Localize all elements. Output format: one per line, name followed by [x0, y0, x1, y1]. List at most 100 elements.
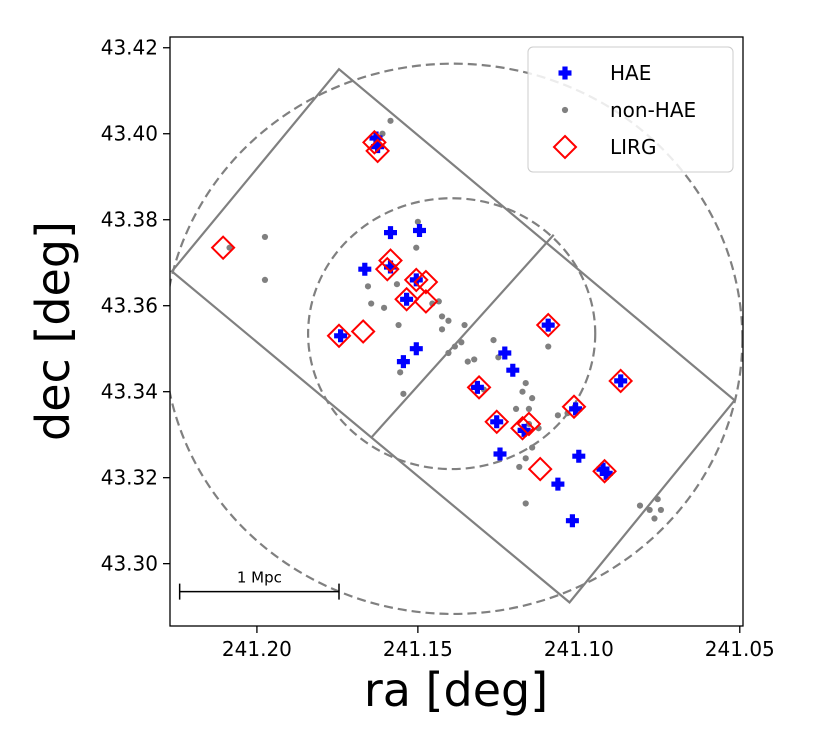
non-hae-point: [516, 463, 523, 471]
non-hae-point: [438, 326, 446, 333]
legend-label-non-hae: non-HAE: [610, 98, 696, 122]
lirg-point: [374, 256, 400, 282]
lirg-point: [403, 267, 429, 293]
hae-point: [358, 262, 372, 276]
hae-point: [396, 355, 410, 369]
y-tick-label: 43.38: [101, 208, 158, 232]
hae-point: [569, 402, 583, 416]
non-hae-point: [364, 283, 372, 290]
non-hae-point: [522, 379, 529, 387]
hae-point: [565, 514, 579, 528]
non-hae-point: [458, 339, 465, 346]
hae-point: [551, 477, 565, 491]
y-tick-label: 43.32: [101, 466, 158, 490]
hae-point: [409, 342, 423, 356]
non-hae-point: [529, 444, 536, 451]
legend-label-lirg: LIRG: [610, 135, 656, 159]
scale-bar-label: 1 Mpc: [237, 569, 282, 587]
hae-point: [384, 226, 397, 240]
hae-point: [384, 260, 397, 274]
hae-point: [493, 447, 507, 461]
hae-point: [599, 466, 613, 480]
non-hae-point: [397, 369, 404, 376]
non-hae-point: [464, 358, 471, 365]
non-hae-point: [387, 117, 394, 124]
non-hae-point: [651, 515, 658, 522]
lirg-point: [535, 312, 561, 338]
y-tick-label: 43.42: [101, 36, 158, 60]
non-hae-point: [226, 244, 233, 251]
non-hae-point: [413, 244, 420, 251]
hae-point: [413, 224, 426, 237]
scale-bar: 1 Mpc: [178, 569, 340, 600]
lirg-point: [561, 394, 587, 420]
lirg-point: [413, 288, 439, 314]
non-hae-point: [393, 281, 401, 288]
lirg-point: [210, 235, 236, 261]
y-tick-label: 43.30: [101, 552, 158, 576]
x-tick-label: 241.05: [705, 637, 775, 661]
lirg-point: [361, 129, 387, 155]
inner-dashed-circle: [306, 197, 597, 471]
lirg-point: [326, 323, 352, 349]
non-hae-point: [519, 388, 526, 395]
lirg-point: [516, 411, 542, 437]
legend-marker-lirg: [552, 134, 578, 160]
y-axis-title: dec [deg]: [26, 221, 80, 441]
non-hae-point: [368, 300, 375, 307]
hae-point: [572, 449, 586, 463]
hae-point: [596, 462, 610, 476]
hae-point: [334, 329, 348, 343]
non-hae-point: [438, 313, 446, 320]
lirg-point: [413, 269, 439, 295]
lirg-point: [394, 286, 420, 312]
y-tick-label: 43.34: [101, 380, 158, 404]
non-hae-point: [495, 354, 502, 361]
non-hae-point: [461, 321, 468, 329]
non-hae-point: [445, 349, 452, 357]
lirg-point: [466, 374, 492, 400]
hae-point: [371, 140, 385, 154]
non-hae-point: [522, 455, 529, 462]
non-hae-point: [545, 343, 552, 350]
lirg-point: [365, 138, 391, 164]
non-hae-point: [395, 321, 402, 329]
lirg-point: [592, 458, 617, 484]
hae-point: [498, 346, 512, 360]
hae-point: [400, 292, 414, 306]
non-hae-point: [554, 412, 562, 419]
x-tick-label: 241.10: [544, 637, 614, 661]
non-hae-point: [654, 496, 661, 503]
footprint-rectangle: [170, 67, 737, 604]
non-hae-point: [636, 502, 644, 509]
lirg-point: [527, 456, 553, 482]
lirg-point: [608, 368, 634, 394]
y-tick-label: 43.36: [101, 294, 158, 318]
legend-marker-hae: [558, 66, 572, 80]
non-hae-point: [522, 500, 529, 507]
hae-point: [369, 131, 383, 145]
non-hae-point: [445, 317, 452, 324]
hae-point: [470, 380, 484, 394]
y-tick-label: 43.40: [101, 122, 158, 146]
lirg-point: [484, 409, 510, 435]
non-hae-point: [435, 298, 442, 305]
hae-point: [490, 415, 504, 429]
series-lirg: [210, 129, 634, 484]
legend-marker-non-hae: [561, 106, 569, 114]
non-hae-point: [379, 130, 386, 137]
non-hae-point: [400, 390, 407, 397]
lirg-point: [378, 248, 403, 273]
non-hae-point: [529, 395, 536, 402]
footprint-divider: [370, 234, 555, 439]
legend-label-hae: HAE: [610, 61, 651, 85]
legend-markers: [552, 66, 578, 160]
series-non-hae: [226, 117, 665, 522]
x-tick-label: 241.15: [383, 637, 453, 661]
legend-box: [527, 46, 734, 173]
lirg-point: [510, 415, 535, 441]
x-axis-title: ra [deg]: [364, 663, 548, 717]
non-hae-point: [657, 506, 665, 514]
x-tick-label: 241.20: [222, 637, 292, 661]
